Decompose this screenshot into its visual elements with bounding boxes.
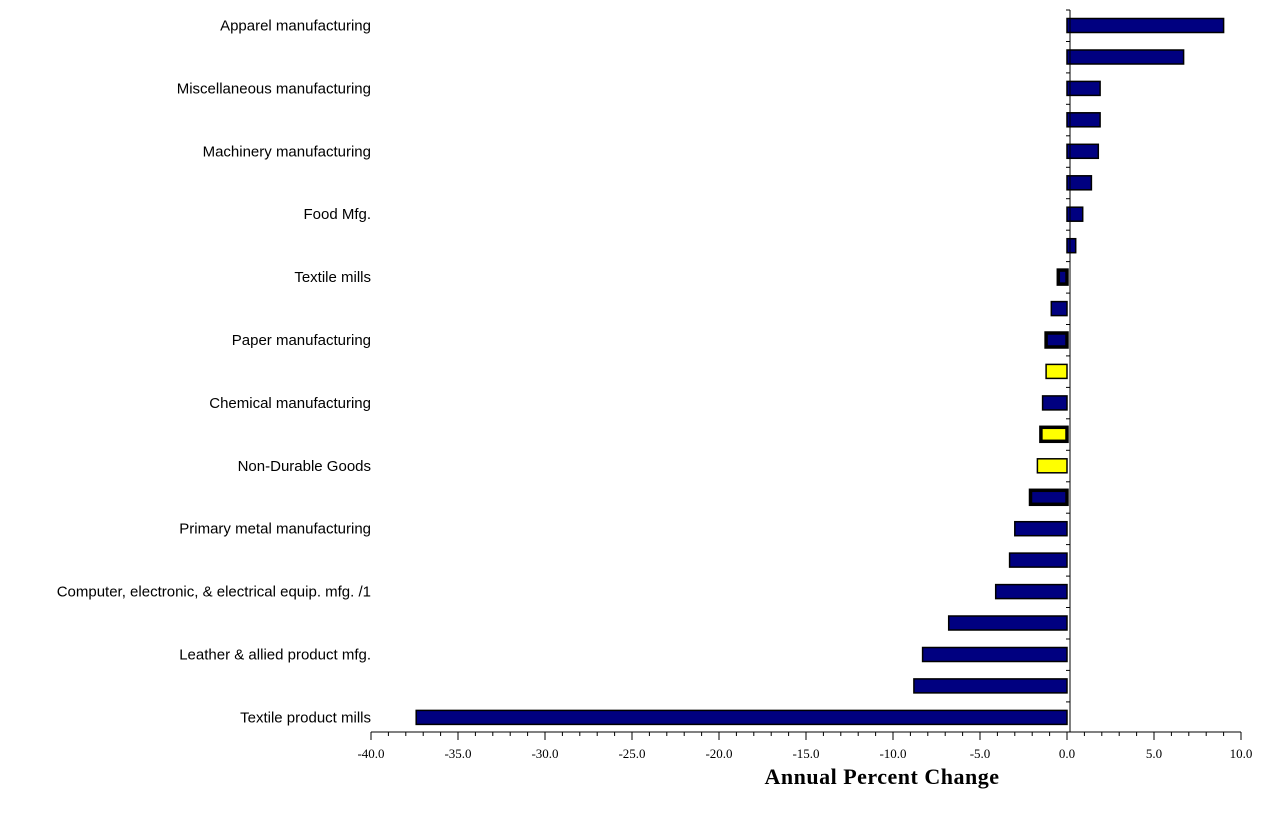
x-tick-label: 10.0 — [1230, 746, 1253, 761]
bar — [994, 583, 1068, 600]
bar — [1044, 331, 1069, 349]
bar — [1039, 425, 1069, 444]
category-label: Chemical manufacturing — [209, 395, 371, 412]
category-label: Miscellaneous manufacturing — [177, 80, 371, 97]
bar — [1066, 206, 1084, 222]
labels-layer: Apparel manufacturing Miscellaneous manuf… — [57, 18, 1253, 762]
x-axis-title: Annual Percent Change — [765, 764, 1000, 789]
bar — [921, 646, 1068, 663]
category-label: Leather & allied product mfg. — [179, 647, 371, 664]
bar — [1028, 488, 1069, 507]
category-label: Computer, electronic, & electrical equip… — [57, 584, 371, 601]
category-label: Textile mills — [294, 269, 371, 286]
x-tick-label: -5.0 — [970, 746, 991, 761]
x-tick-label: -20.0 — [705, 746, 732, 761]
bar — [1066, 143, 1100, 160]
bars-layer — [415, 17, 1225, 726]
category-label: Non-Durable Goods — [238, 458, 371, 475]
bar — [1008, 552, 1068, 568]
bar — [1041, 395, 1068, 411]
x-tick-label: -15.0 — [792, 746, 819, 761]
bar — [1066, 112, 1101, 128]
bar — [1066, 80, 1101, 97]
category-label: Paper manufacturing — [232, 332, 371, 349]
category-label: Textile product mills — [240, 709, 371, 726]
category-label: Apparel manufacturing — [220, 18, 371, 35]
bar — [1056, 268, 1069, 286]
bar — [1066, 175, 1093, 191]
bar — [1050, 300, 1068, 317]
bar — [1066, 49, 1185, 65]
bar — [913, 678, 1068, 694]
x-tick-label: -25.0 — [618, 746, 645, 761]
bar — [415, 709, 1068, 726]
x-tick-label: -30.0 — [531, 746, 558, 761]
bar — [1066, 237, 1077, 254]
x-tick-label: -40.0 — [357, 746, 384, 761]
x-tick-label: -10.0 — [879, 746, 906, 761]
x-tick-label: -35.0 — [444, 746, 471, 761]
category-label: Primary metal manufacturing — [179, 521, 371, 538]
category-label: Machinery manufacturing — [203, 143, 371, 160]
axes-layer — [370, 9, 1242, 740]
category-label: Food Mfg. — [303, 206, 371, 223]
bar — [1066, 17, 1225, 34]
bar — [1036, 458, 1068, 474]
bar — [947, 615, 1068, 631]
x-tick-label: 5.0 — [1146, 746, 1162, 761]
bar — [1045, 363, 1068, 380]
bar — [1014, 520, 1068, 537]
x-tick-label: 0.0 — [1059, 746, 1075, 761]
